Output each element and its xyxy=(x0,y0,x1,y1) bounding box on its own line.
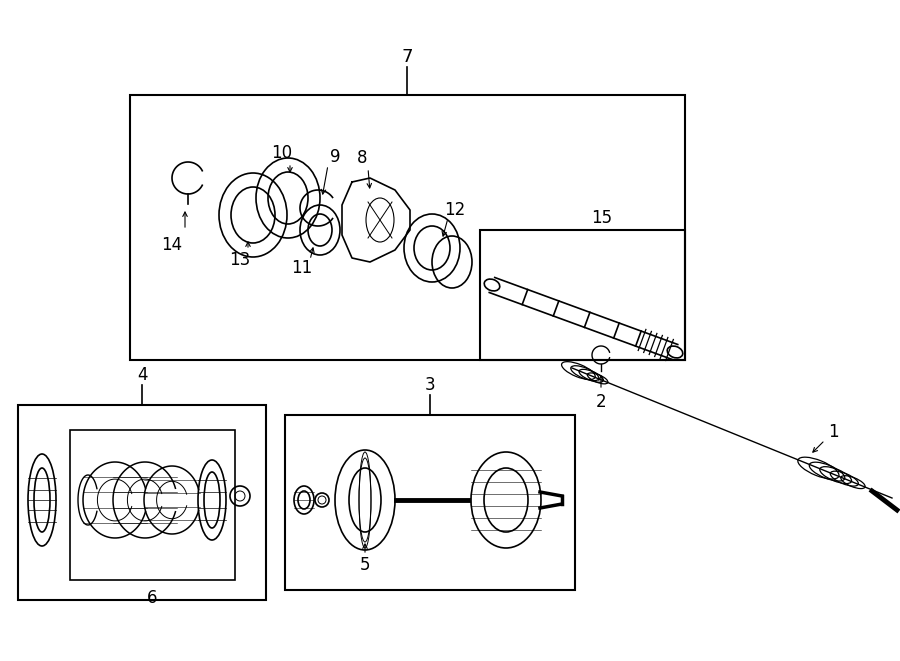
Bar xyxy=(285,415,575,590)
Text: 5: 5 xyxy=(360,556,370,574)
Text: 14: 14 xyxy=(161,236,183,254)
Text: 9: 9 xyxy=(329,148,340,166)
Text: 7: 7 xyxy=(401,48,413,66)
Text: 1: 1 xyxy=(828,423,838,441)
Text: 11: 11 xyxy=(292,259,312,277)
Bar xyxy=(480,230,685,360)
Bar xyxy=(130,95,685,360)
Text: 15: 15 xyxy=(591,209,613,227)
Bar xyxy=(18,405,266,600)
Text: 13: 13 xyxy=(230,251,250,269)
Text: 2: 2 xyxy=(596,393,607,411)
Text: 8: 8 xyxy=(356,149,367,167)
Bar xyxy=(70,430,235,580)
Text: 6: 6 xyxy=(147,589,158,607)
Text: 3: 3 xyxy=(425,376,436,394)
Text: 12: 12 xyxy=(445,201,465,219)
Text: 10: 10 xyxy=(272,144,292,162)
Text: 4: 4 xyxy=(137,366,148,384)
